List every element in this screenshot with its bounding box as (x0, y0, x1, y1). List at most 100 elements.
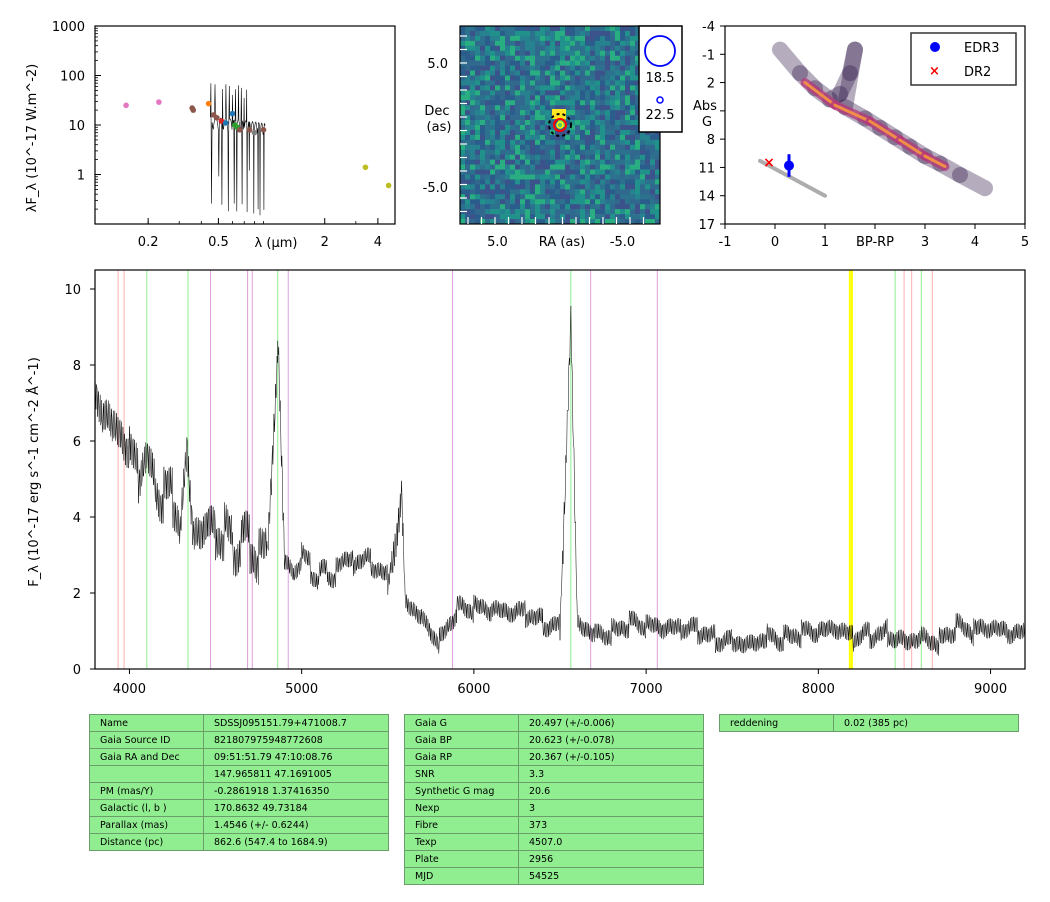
cutout-pixel (480, 164, 486, 170)
cutout-pixel (650, 154, 656, 160)
cutout-pixel (560, 129, 566, 136)
cutout-pixel (565, 164, 571, 170)
cutout-pixel (505, 169, 511, 175)
cutout-pixel (615, 164, 621, 170)
cutout-pixel (470, 80, 476, 86)
cutout-pixel (630, 169, 636, 175)
cutout-pixel (585, 164, 591, 170)
cutout-pixel (595, 65, 601, 71)
cutout-pixel (600, 179, 606, 185)
cutout-pixel (470, 139, 476, 146)
cutout-pixel (590, 154, 596, 160)
cutout-pixel (610, 40, 616, 47)
cutout-pixel (515, 30, 521, 37)
cutout-pixel (600, 169, 606, 175)
table-value-cell: SDSSJ095151.79+471008.7 (203, 714, 389, 732)
cutout-pixel (595, 75, 601, 81)
cutout-pixel (570, 26, 576, 32)
cutout-pixel (630, 55, 636, 61)
cutout-pixel (495, 50, 501, 56)
cutout-pixel (515, 209, 521, 215)
cutout-pixel (510, 35, 516, 42)
cutout-pixel (505, 219, 511, 225)
cutout-pixel (465, 60, 471, 66)
cutout-pixel (470, 105, 476, 111)
cutout-pixel (620, 125, 626, 131)
cutout-pixel (540, 70, 546, 76)
cutout-pixel (595, 95, 601, 101)
cutout-pixel (630, 115, 636, 121)
cutout-pixel (600, 134, 606, 141)
cutout-pixel (485, 164, 491, 170)
cutout-pixel (555, 189, 561, 195)
cutout-pixel (470, 115, 476, 121)
cutout-pixel (630, 105, 636, 111)
cutout-pixel (555, 164, 561, 170)
cutout-pixel (590, 129, 596, 136)
cutout-pixel (590, 100, 596, 106)
cutout-pixel (555, 134, 561, 141)
cutout-pixel (635, 55, 641, 61)
sed-x-tick-label: 0.5 (208, 235, 229, 250)
cutout-pixel (635, 129, 641, 136)
cutout-pixel (570, 85, 576, 91)
cutout-pixel (530, 105, 536, 111)
cutout-pixel (550, 75, 556, 81)
cutout-pixel (600, 75, 606, 81)
cutout-pixel (500, 129, 506, 136)
cutout-pixel (650, 144, 656, 151)
cutout-pixel (475, 50, 481, 56)
cutout-pixel (485, 144, 491, 151)
cutout-pixel (480, 75, 486, 81)
cutout-pixel (465, 26, 471, 32)
cutout-pixel (630, 90, 636, 96)
cutout-pixel (560, 65, 566, 71)
sed-y-tick-label: 100 (60, 70, 85, 85)
cutout-pixel (500, 134, 506, 141)
cutout-pixel (500, 204, 506, 210)
cutout-pixel (540, 100, 546, 106)
cutout-pixel (525, 169, 531, 175)
cutout-pixel (500, 154, 506, 160)
cutout-pixel (510, 70, 516, 76)
cutout-pixel (515, 134, 521, 141)
cutout-pixel (500, 214, 506, 220)
cutout-pixel (580, 194, 586, 200)
cutout-pixel (600, 174, 606, 180)
table-row: SNR 3.3 (404, 765, 704, 783)
cutout-pixel (605, 26, 611, 32)
cutout-pixel (490, 110, 496, 116)
cutout-pixel (470, 70, 476, 76)
cutout-pixel (500, 35, 506, 42)
cutout-pixel (535, 85, 541, 91)
cutout-pixel (475, 149, 481, 155)
cutout-pixel (615, 169, 621, 175)
cutout-pixel (550, 35, 556, 42)
cutout-pixel (600, 154, 606, 160)
cutout-pixel (620, 80, 626, 86)
cutout-pixel (600, 30, 606, 37)
cutout-pixel (540, 214, 546, 220)
cutout-pixel (560, 134, 566, 141)
cutout-pixel (465, 40, 471, 47)
cutout-pixel (625, 194, 631, 200)
cutout-pixel (465, 209, 471, 215)
cutout-pixel (590, 159, 596, 165)
cutout-pixel (535, 214, 541, 220)
cutout-pixel (510, 65, 516, 71)
cutout-pixel (565, 179, 571, 185)
table-value-cell: 20.623 (+/-0.078) (518, 731, 704, 749)
cutout-pixel (630, 149, 636, 155)
cutout-pixel (525, 120, 531, 126)
cutout-pixel (540, 154, 546, 160)
cutout-pixel (500, 30, 506, 37)
cutout-pixel (495, 199, 501, 205)
cutout-pixel (620, 214, 626, 220)
cutout-pixel (565, 159, 571, 165)
cutout-pixel (490, 26, 496, 32)
cutout-pixel (575, 159, 581, 165)
cutout-pixel (605, 85, 611, 91)
cutout-pixel (475, 40, 481, 47)
hr-density (837, 41, 863, 116)
cutout-pixel (625, 125, 631, 131)
